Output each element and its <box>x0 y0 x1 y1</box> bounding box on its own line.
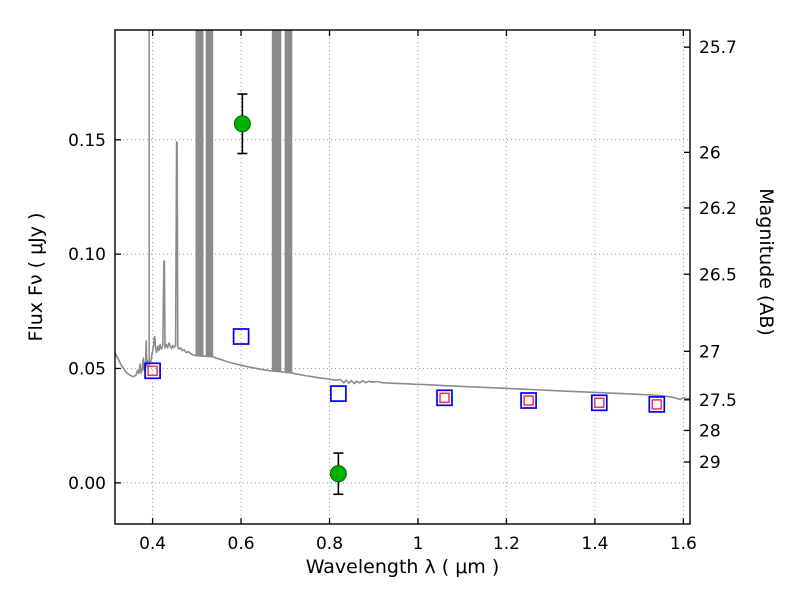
x-axis-label: Wavelength λ ( μm ) <box>305 556 500 578</box>
y-axis-label-right: Magnitude (AB) <box>755 188 777 336</box>
model-spectrum-line <box>115 141 690 401</box>
y-axis-label-left: Flux Fν ( μJy ) <box>25 212 47 342</box>
y-tick-label-right: 29 <box>699 453 721 473</box>
emission-line-band <box>195 30 204 356</box>
y-tick-label-left: 0.00 <box>68 474 106 494</box>
x-tick-label: 1.2 <box>493 534 520 554</box>
y-tick-label-right: 27 <box>699 342 721 362</box>
blue-square-marker <box>648 396 666 413</box>
emission-line-band <box>284 30 293 373</box>
red-square-marker <box>651 399 663 410</box>
blue-square-marker <box>144 362 161 380</box>
y-tick-label-right: 25.7 <box>699 38 737 58</box>
emission-line-band <box>205 30 214 357</box>
red-square-marker <box>439 392 450 404</box>
x-tick-label: 1.6 <box>670 534 697 554</box>
y-tick-label-right: 26 <box>699 143 721 163</box>
red-square-marker <box>594 397 605 409</box>
emission-line-band <box>271 30 282 372</box>
red-square-marker <box>147 365 158 377</box>
green-circle-marker <box>329 465 347 483</box>
x-tick-label: 0.6 <box>228 534 255 554</box>
blue-square-marker <box>232 328 250 345</box>
y-tick-label-left: 0.05 <box>68 359 106 379</box>
green-circle-marker <box>233 115 251 133</box>
blue-square-marker <box>590 394 608 412</box>
x-tick-label: 1 <box>413 534 424 554</box>
blue-square-marker <box>436 389 453 407</box>
y-tick-label-left: 0.15 <box>68 131 106 151</box>
blue-square-marker <box>330 385 347 402</box>
x-tick-label: 1.4 <box>581 534 608 554</box>
y-tick-label-right: 26.2 <box>699 199 737 219</box>
y-tick-label-right: 27.5 <box>699 391 737 411</box>
y-tick-label-left: 0.10 <box>68 245 106 265</box>
blue-square-marker <box>520 392 537 409</box>
red-square-marker <box>523 395 534 406</box>
x-tick-label: 0.4 <box>139 534 166 554</box>
y-tick-label-right: 28 <box>699 421 721 441</box>
emission-line-band <box>148 30 150 367</box>
x-tick-label: 0.8 <box>316 534 343 554</box>
y-tick-label-right: 26.5 <box>699 265 737 285</box>
axes-frame <box>114 29 691 525</box>
